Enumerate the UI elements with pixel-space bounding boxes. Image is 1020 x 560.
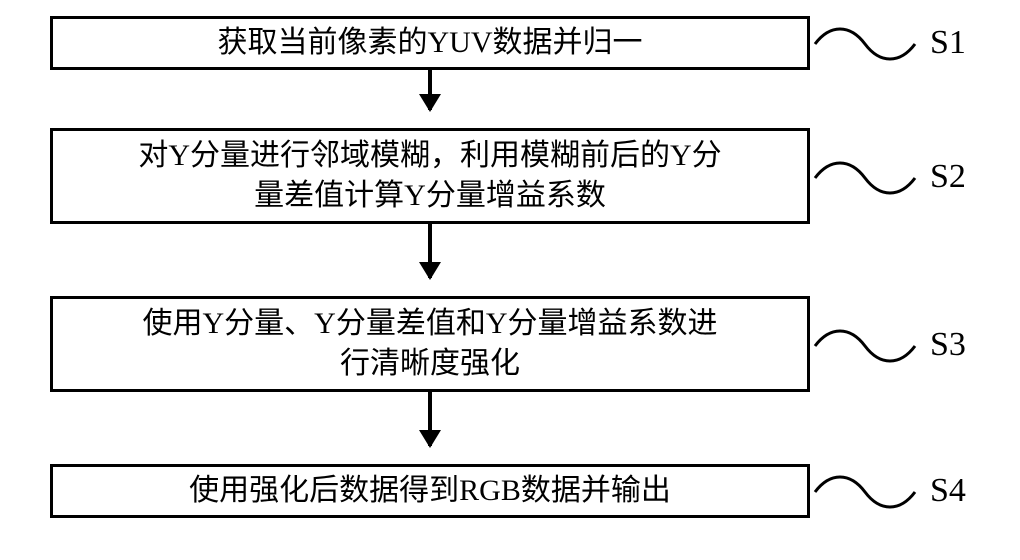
connector-wave-s4 [810, 468, 920, 516]
connector-wave-s2 [810, 154, 920, 202]
step-text-s3-line1: 使用Y分量、Y分量差值和Y分量增益系数进 [143, 307, 718, 340]
flowchart-container: 获取当前像素的YUV数据并归一 S1 对Y分量进行邻域模糊，利用模糊前后的Y分量… [0, 0, 1020, 560]
step-box-s1: 获取当前像素的YUV数据并归一 [50, 16, 810, 70]
step-text-s3: 使用Y分量、Y分量差值和Y分量增益系数进行清晰度强化 [143, 304, 718, 385]
connector-wave-s3 [810, 322, 920, 370]
step-box-s2: 对Y分量进行邻域模糊，利用模糊前后的Y分量差值计算Y分量增益系数 [50, 128, 810, 224]
connector-wave-s1 [810, 20, 920, 68]
step-text-s3-line2: 行清晰度强化 [340, 347, 520, 380]
step-text-s2-line1: 对Y分量进行邻域模糊，利用模糊前后的Y分 [138, 139, 721, 172]
step-label-s2: S2 [930, 158, 966, 196]
step-label-s1: S1 [930, 24, 966, 62]
step-text-s2: 对Y分量进行邻域模糊，利用模糊前后的Y分量差值计算Y分量增益系数 [138, 136, 721, 217]
step-label-s4: S4 [930, 472, 966, 510]
arrow-s3-s4 [428, 392, 432, 446]
arrow-s1-s2 [428, 70, 432, 110]
step-label-s3: S3 [930, 326, 966, 364]
step-text-s4: 使用强化后数据得到RGB数据并输出 [189, 471, 671, 512]
step-box-s3: 使用Y分量、Y分量差值和Y分量增益系数进行清晰度强化 [50, 296, 810, 392]
step-text-s1: 获取当前像素的YUV数据并归一 [218, 23, 643, 64]
arrow-s2-s3 [428, 224, 432, 278]
step-text-s2-line2: 量差值计算Y分量增益系数 [254, 179, 606, 212]
step-box-s4: 使用强化后数据得到RGB数据并输出 [50, 464, 810, 518]
